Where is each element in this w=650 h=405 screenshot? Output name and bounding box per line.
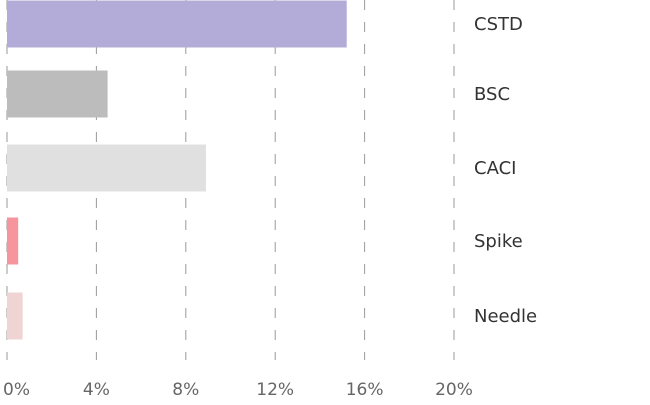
x-tick-label: 12% — [256, 380, 294, 400]
category-label: CACI — [474, 158, 516, 179]
category-label: BSC — [474, 84, 510, 105]
x-tick-label: 20% — [435, 380, 473, 400]
x-tick-label: 0% — [3, 380, 30, 400]
x-tick-label: 4% — [83, 380, 110, 400]
category-label: Spike — [474, 231, 523, 252]
x-axis-tick-labels: 0% 4% 8% 12% 16% 20% — [3, 380, 473, 400]
x-tick-label: 16% — [346, 380, 384, 400]
category-label: CSTD — [474, 14, 523, 35]
bar-caci — [7, 144, 206, 192]
bar-cstd — [7, 0, 347, 48]
category-labels: CSTD BSC CACI Spike Needle — [474, 14, 537, 327]
bar-bsc — [7, 70, 108, 118]
bar-spike — [7, 217, 19, 265]
bars — [7, 0, 347, 340]
bar-needle — [7, 292, 23, 340]
category-label: Needle — [474, 306, 537, 327]
x-tick-label: 8% — [172, 380, 199, 400]
